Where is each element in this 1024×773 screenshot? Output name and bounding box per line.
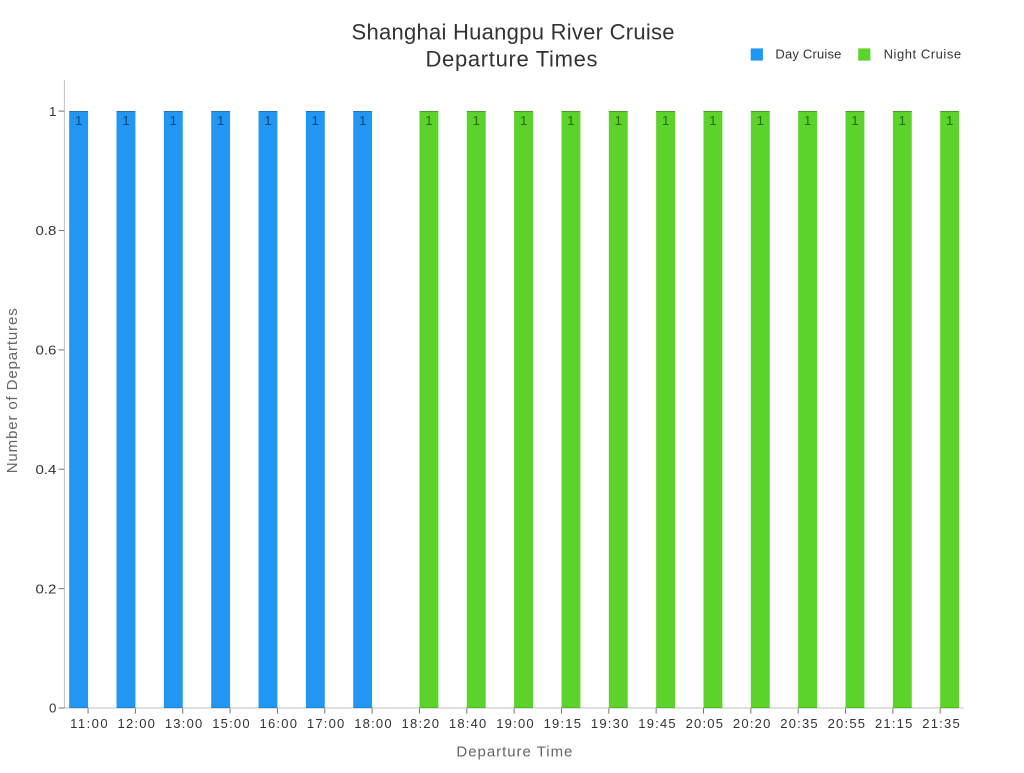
svg-text:21:35: 21:35 <box>922 716 959 731</box>
svg-text:11:00: 11:00 <box>70 716 107 731</box>
svg-text:Night Cruise: Night Cruise <box>884 46 962 61</box>
svg-text:0.6: 0.6 <box>36 343 57 358</box>
svg-text:0: 0 <box>49 701 56 716</box>
svg-text:1: 1 <box>312 113 320 128</box>
svg-text:1: 1 <box>709 113 717 128</box>
svg-text:18:20: 18:20 <box>402 716 439 731</box>
svg-text:1: 1 <box>615 113 623 128</box>
svg-text:16:00: 16:00 <box>260 716 297 731</box>
svg-text:20:55: 20:55 <box>828 716 865 731</box>
svg-text:20:20: 20:20 <box>733 716 770 731</box>
svg-text:1: 1 <box>851 113 859 128</box>
svg-text:1: 1 <box>472 113 480 128</box>
svg-text:21:15: 21:15 <box>875 716 912 731</box>
svg-text:1: 1 <box>946 113 954 128</box>
svg-text:19:00: 19:00 <box>496 716 533 731</box>
svg-text:Departure Times: Departure Times <box>426 46 598 71</box>
svg-text:0.8: 0.8 <box>36 223 57 238</box>
svg-text:1: 1 <box>49 104 56 119</box>
svg-text:0.4: 0.4 <box>36 462 57 477</box>
svg-text:0.2: 0.2 <box>36 581 57 596</box>
svg-text:Day Cruise: Day Cruise <box>775 46 841 61</box>
svg-text:1: 1 <box>804 113 812 128</box>
svg-text:20:35: 20:35 <box>780 716 817 731</box>
svg-text:18:00: 18:00 <box>354 716 391 731</box>
svg-text:1: 1 <box>899 113 907 128</box>
svg-text:19:30: 19:30 <box>591 716 628 731</box>
svg-text:12:00: 12:00 <box>118 716 155 731</box>
svg-text:1: 1 <box>520 113 528 128</box>
svg-text:18:40: 18:40 <box>449 716 486 731</box>
svg-text:1: 1 <box>217 113 225 128</box>
svg-text:15:00: 15:00 <box>212 716 249 731</box>
svg-text:17:00: 17:00 <box>307 716 344 731</box>
svg-text:Shanghai Huangpu River Cruise: Shanghai Huangpu River Cruise <box>352 20 675 45</box>
svg-text:1: 1 <box>757 113 765 128</box>
svg-text:19:15: 19:15 <box>544 716 581 731</box>
svg-text:1: 1 <box>122 113 130 128</box>
svg-text:19:45: 19:45 <box>638 716 675 731</box>
svg-text:1: 1 <box>567 113 575 128</box>
svg-text:Departure Time: Departure Time <box>456 743 572 760</box>
svg-text:13:00: 13:00 <box>165 716 202 731</box>
svg-text:1: 1 <box>264 113 272 128</box>
svg-text:1: 1 <box>170 113 178 128</box>
svg-text:20:05: 20:05 <box>686 716 723 731</box>
svg-text:1: 1 <box>75 113 83 128</box>
svg-text:1: 1 <box>662 113 670 128</box>
svg-text:Number of Departures: Number of Departures <box>4 308 21 473</box>
svg-text:1: 1 <box>425 113 433 128</box>
svg-text:1: 1 <box>359 113 367 128</box>
